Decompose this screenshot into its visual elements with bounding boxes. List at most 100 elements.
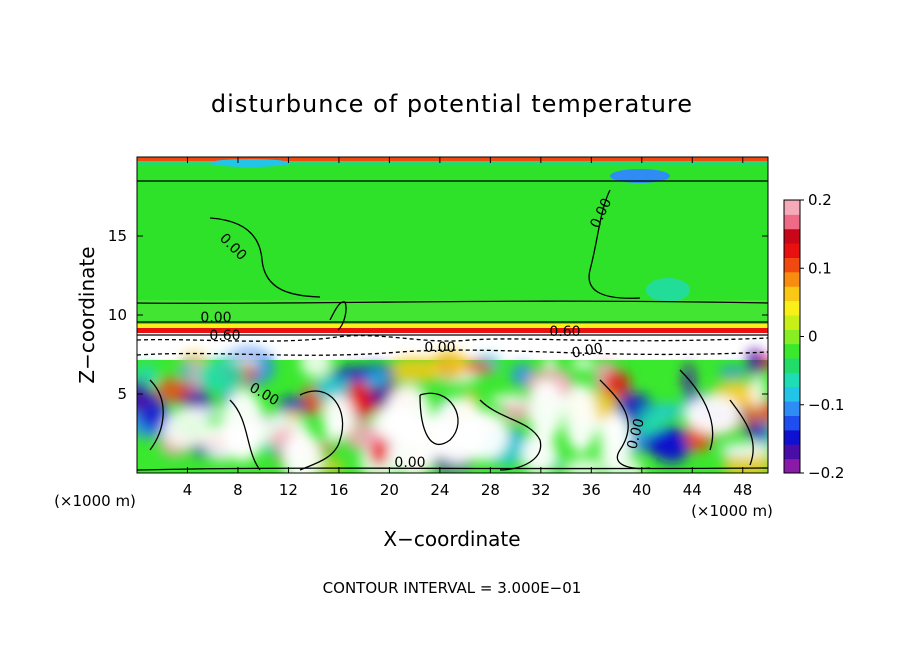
- upper-cyan-patch-2: [210, 159, 290, 167]
- top-boundary-band-green: [137, 161, 768, 166]
- colorbar-swatch: [784, 228, 800, 244]
- x-unit-label-right: (×1000 m): [691, 502, 773, 520]
- contour-interval-footer: CONTOUR INTERVAL = 3.000E−01: [323, 579, 582, 597]
- field-blob: [286, 409, 301, 422]
- field-blob: [564, 458, 604, 473]
- colorbar-swatch: [784, 257, 800, 273]
- contour-label: 0.00: [424, 340, 455, 356]
- x-tick-label: 32: [531, 481, 550, 499]
- contour-line: [419, 392, 459, 446]
- field-blob: [742, 422, 766, 439]
- field-blob: [720, 442, 768, 458]
- colorbar-swatch: [784, 214, 800, 230]
- field-blob-white: [564, 383, 597, 453]
- field-blob: [682, 362, 695, 398]
- field-blob-white: [685, 394, 741, 434]
- contour-line: [137, 334, 768, 342]
- field-blob: [642, 430, 686, 458]
- upper-cyan-patch: [646, 278, 690, 302]
- contour-line: [588, 189, 641, 299]
- contour-line: [149, 379, 164, 451]
- colorbar-tick-label: −0.1: [808, 396, 844, 414]
- field-blob: [300, 346, 333, 378]
- x-tick-label: 12: [279, 481, 298, 499]
- colorbar-swatch: [784, 343, 800, 359]
- field-blob-white: [431, 397, 485, 464]
- colorbar-swatch: [784, 429, 800, 445]
- field-blob: [543, 355, 557, 370]
- x-axis: 4 8 12 16 20 24 28 32 36 40 44 48: [183, 157, 752, 499]
- y-tick-label: 5: [117, 385, 127, 403]
- x-unit-label-left: (×1000 m): [54, 492, 136, 510]
- colorbar-swatch: [784, 329, 800, 345]
- field-blob: [330, 366, 373, 381]
- colorbar-tick-label: −0.2: [808, 464, 844, 482]
- field-blob-white: [528, 379, 563, 441]
- contour-label: 0.00: [624, 417, 648, 451]
- colorbar-swatch: [784, 358, 800, 373]
- contour-line: [209, 217, 321, 298]
- field-blob: [461, 361, 495, 375]
- x-tick-label: 28: [481, 481, 500, 499]
- y-tick-label: 15: [108, 227, 127, 245]
- contour-line: [299, 390, 344, 471]
- field-blob: [161, 409, 211, 448]
- contour-label: 0.00: [394, 455, 425, 471]
- contour-line: [137, 349, 768, 356]
- x-tick-label: 40: [632, 481, 651, 499]
- contour-line: [679, 369, 714, 451]
- y-axis-title: Z−coordinate: [75, 246, 99, 383]
- field-blob: [430, 349, 468, 381]
- contour-line: [229, 399, 261, 471]
- tropopause-band-red: [137, 328, 768, 333]
- colorbar-swatch: [784, 444, 800, 460]
- contour-label: 0.00: [571, 340, 604, 361]
- x-tick-label: 4: [183, 481, 193, 499]
- x-tick-label: 44: [683, 481, 702, 499]
- x-tick-label: 48: [733, 481, 752, 499]
- field-blob-white: [282, 431, 322, 473]
- contour-label: 0.60: [209, 328, 240, 344]
- top-boundary-band-red: [137, 157, 768, 161]
- contour-lines: [137, 180, 768, 471]
- y-axis: 5 10 15: [108, 227, 768, 403]
- contour-line: [329, 301, 347, 331]
- colorbar-swatch: [784, 314, 800, 330]
- y-tick-label: 10: [108, 306, 127, 324]
- upper-layer-light-band: [137, 300, 768, 322]
- colorbar-tick-label: 0: [808, 328, 818, 346]
- colorbar-swatch: [784, 243, 800, 258]
- tropopause-band-yellow: [137, 324, 768, 328]
- field-blob: [718, 366, 746, 378]
- colorbar-tick-label: 0.1: [808, 259, 832, 277]
- upper-blue-patch: [610, 169, 670, 183]
- contour-line: [137, 467, 768, 471]
- turbulent-blobs: [137, 346, 768, 473]
- contour-line: [479, 399, 542, 471]
- colorbar-swatch: [784, 200, 800, 215]
- plot-area: 0.000.000.000.600.000.000.000.600.000.00: [137, 157, 768, 473]
- field-blob: [571, 357, 595, 370]
- field-blob-white: [222, 389, 264, 462]
- field-blob-white: [600, 412, 632, 473]
- x-tick-label: 24: [430, 481, 449, 499]
- x-tick-label: 36: [582, 481, 601, 499]
- contour-line: [137, 300, 768, 305]
- contour-line: [599, 379, 651, 470]
- field-blob: [137, 379, 152, 414]
- field-blob: [746, 348, 763, 377]
- field-blob: [197, 358, 247, 393]
- x-tick-label: 20: [380, 481, 399, 499]
- x-tick-label: 16: [329, 481, 348, 499]
- colorbar: 0.2 0.1 0 −0.1 −0.2: [783, 191, 844, 482]
- colorbar-swatch: [784, 286, 800, 302]
- field-blob: [387, 357, 443, 384]
- colorbar-swatch: [784, 401, 800, 417]
- colorbar-swatch: [784, 415, 800, 431]
- colorbar-swatch: [784, 458, 800, 474]
- contour-label: 0.60: [549, 324, 580, 340]
- colorbar-swatch: [784, 300, 800, 316]
- contour-line: [729, 399, 754, 466]
- field-blob: [603, 369, 631, 401]
